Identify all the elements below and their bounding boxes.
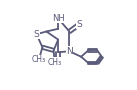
Text: CH₃: CH₃ (48, 58, 62, 67)
Text: CH₃: CH₃ (32, 55, 46, 64)
Text: NH: NH (52, 14, 65, 23)
Text: S: S (34, 30, 39, 39)
Text: N: N (66, 47, 73, 56)
Text: S: S (76, 20, 82, 29)
Text: O: O (55, 58, 62, 67)
